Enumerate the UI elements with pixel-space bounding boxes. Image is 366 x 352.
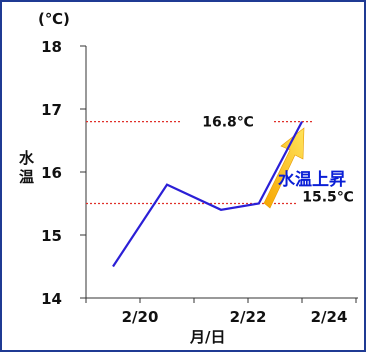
y-axis-title: 水温: [17, 149, 35, 188]
x-axis-title: 月/日: [189, 328, 225, 346]
series-line: [112, 121, 303, 268]
x-tick-label: 2/20: [122, 308, 159, 326]
y-tick-label: 16: [41, 164, 62, 182]
rise-label: 水温上昇: [278, 169, 346, 190]
x-tick-label: 2/22: [230, 308, 267, 326]
reference-label-15-5: 15.5℃: [302, 190, 354, 206]
y-tick-label: 15: [41, 227, 62, 245]
reference-lines-group: 16.8℃ 15.5℃: [86, 115, 354, 206]
x-tick-label: 2/24: [311, 308, 348, 326]
unit-label: (℃): [38, 10, 70, 28]
y-tick-label: 18: [41, 38, 62, 56]
y-ticks-group: 14 15 16 17 18: [41, 38, 86, 308]
series-group: [112, 121, 303, 268]
rise-arrow: [263, 127, 305, 209]
rise-arrow-shape: [263, 127, 305, 209]
y-tick-label: 14: [41, 290, 62, 308]
y-tick-label: 17: [41, 101, 62, 119]
x-ticks-group: 2/20 2/22 2/24: [85, 298, 357, 326]
reference-label-16-8: 16.8℃: [202, 115, 254, 131]
